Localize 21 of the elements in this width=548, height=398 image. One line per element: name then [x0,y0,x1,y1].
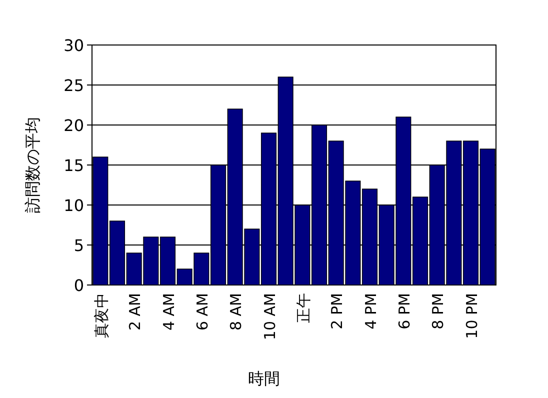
x-tick-label: 10 PM [462,293,481,339]
y-tick-label: 25 [64,76,84,95]
x-tick-label: 4 PM [362,293,380,330]
y-tick-label: 10 [64,196,84,215]
x-tick-label: 4 AM [160,293,178,331]
x-tick-label: 2 PM [328,293,346,330]
y-tick-label: 5 [74,236,84,255]
y-axis-title: 訪問数の平均 [23,117,42,213]
y-tick-label: 30 [64,36,84,55]
x-tick-label: 6 AM [193,293,212,331]
y-tick-label: 0 [74,276,84,295]
x-tick-label: 真夜中 [92,293,110,338]
x-tick-label: 6 PM [395,293,414,330]
x-tick-label: 2 AM [126,293,144,331]
y-tick-label: 20 [64,116,84,135]
x-tick-label: 10 AM [260,293,279,340]
x-axis-title: 時間 [248,369,280,388]
x-tick-label: 8 AM [227,293,246,331]
x-tick-label: 8 PM [429,293,448,330]
x-tick-label: 正午 [294,293,312,323]
y-tick-label: 15 [64,156,84,175]
